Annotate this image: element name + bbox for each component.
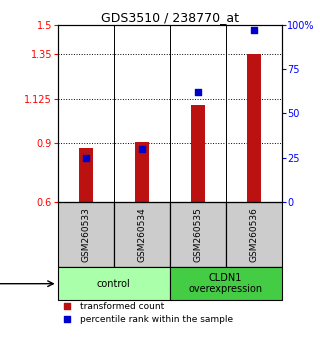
Bar — [170, 202, 226, 267]
Bar — [247, 54, 260, 202]
Bar — [226, 202, 282, 267]
Point — [64, 304, 69, 309]
Point — [83, 155, 88, 161]
Bar — [191, 104, 204, 202]
Point — [139, 146, 144, 152]
Bar — [114, 202, 170, 267]
Bar — [58, 267, 170, 300]
Text: GSM260533: GSM260533 — [81, 207, 90, 262]
Bar — [79, 148, 92, 202]
Bar — [135, 142, 148, 202]
Text: GSM260535: GSM260535 — [193, 207, 202, 262]
Point — [64, 316, 69, 322]
Bar — [58, 202, 114, 267]
Point — [195, 89, 200, 95]
Text: CLDN1
overexpression: CLDN1 overexpression — [188, 273, 263, 295]
Point — [251, 27, 256, 33]
Title: GDS3510 / 238770_at: GDS3510 / 238770_at — [100, 11, 239, 24]
Bar — [170, 267, 282, 300]
Text: GSM260534: GSM260534 — [137, 207, 146, 262]
Text: GSM260536: GSM260536 — [249, 207, 258, 262]
Text: transformed count: transformed count — [80, 302, 164, 311]
Text: percentile rank within the sample: percentile rank within the sample — [80, 315, 233, 324]
Text: control: control — [97, 279, 131, 289]
